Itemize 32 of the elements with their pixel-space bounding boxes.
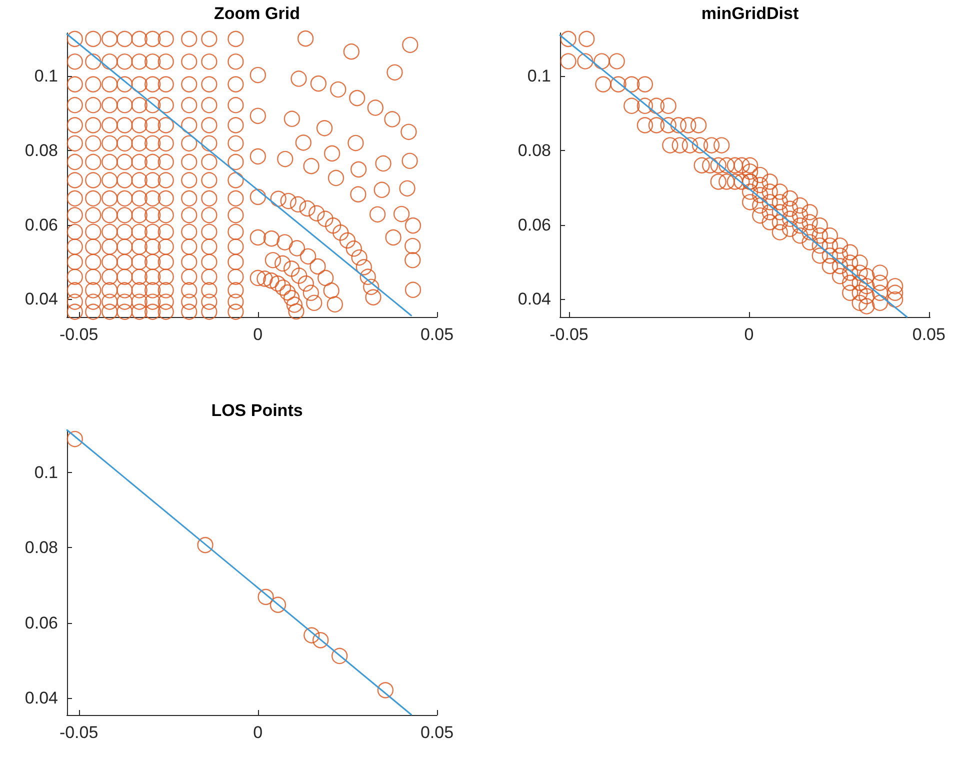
y-tick-label: 0.04 (518, 290, 551, 309)
y-tick-label: 0.04 (24, 290, 58, 309)
x-tick-label: 0.05 (912, 325, 946, 344)
y-tick-label: 0.1 (34, 462, 58, 482)
y-tick-label: 0.08 (518, 140, 551, 160)
x-tick-label: -0.05 (550, 325, 588, 344)
y-tick-label: 0.08 (24, 140, 58, 160)
point (377, 682, 394, 698)
y-tick-label: 0.04 (24, 688, 58, 708)
point (197, 536, 214, 554)
point (331, 648, 348, 664)
x-tick-label: 0 (253, 723, 263, 742)
y-tick-label: 0.1 (527, 66, 551, 86)
chart-title: LOS Points (211, 401, 303, 420)
x-tick-label: 0.05 (420, 325, 454, 344)
point (312, 632, 329, 648)
y-tick-label: 0.1 (34, 66, 58, 86)
chart-title: Zoom Grid (214, 4, 300, 23)
x-tick-label: 0.05 (420, 723, 454, 742)
point (258, 588, 274, 606)
point (66, 430, 83, 448)
y-tick-label: 0.06 (24, 613, 58, 632)
point (270, 596, 286, 613)
point (304, 627, 320, 644)
chart-title: minGridDist (701, 4, 799, 23)
x-tick-label: -0.05 (59, 325, 98, 344)
y-tick-label: 0.06 (24, 215, 58, 234)
x-tick-label: 0 (253, 325, 263, 344)
y-tick-label: 0.06 (518, 215, 551, 234)
y-tick-label: 0.08 (24, 538, 58, 558)
x-tick-label: 0 (744, 325, 754, 344)
x-tick-label: -0.05 (59, 723, 98, 742)
